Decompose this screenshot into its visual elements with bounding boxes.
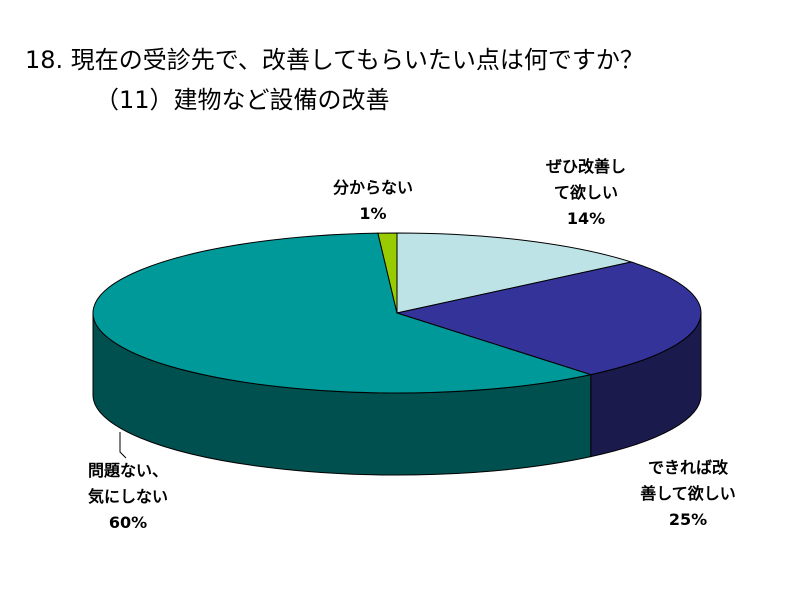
slice-label-0: ぜひ改善して欲しい 14% (546, 157, 626, 228)
slice-label-1: できれば改善して欲しい 25% (640, 458, 736, 529)
chart-title-line2: （11）建物など設備の改善 (95, 86, 390, 114)
pie-slice-3 (377, 232, 398, 314)
pie-slice-2 (92, 232, 593, 394)
slice-label-3: 分からない 1% (333, 178, 413, 223)
pie-slice-0 (396, 232, 634, 314)
pie-slice-1 (395, 261, 702, 376)
slice-label-2: 問題ない、気にしない 60% (88, 461, 168, 532)
chart-title-line1: 18. 現在の受診先で、改善してもらいたい点は何ですか？ (25, 46, 644, 74)
leader-line (119, 432, 127, 459)
